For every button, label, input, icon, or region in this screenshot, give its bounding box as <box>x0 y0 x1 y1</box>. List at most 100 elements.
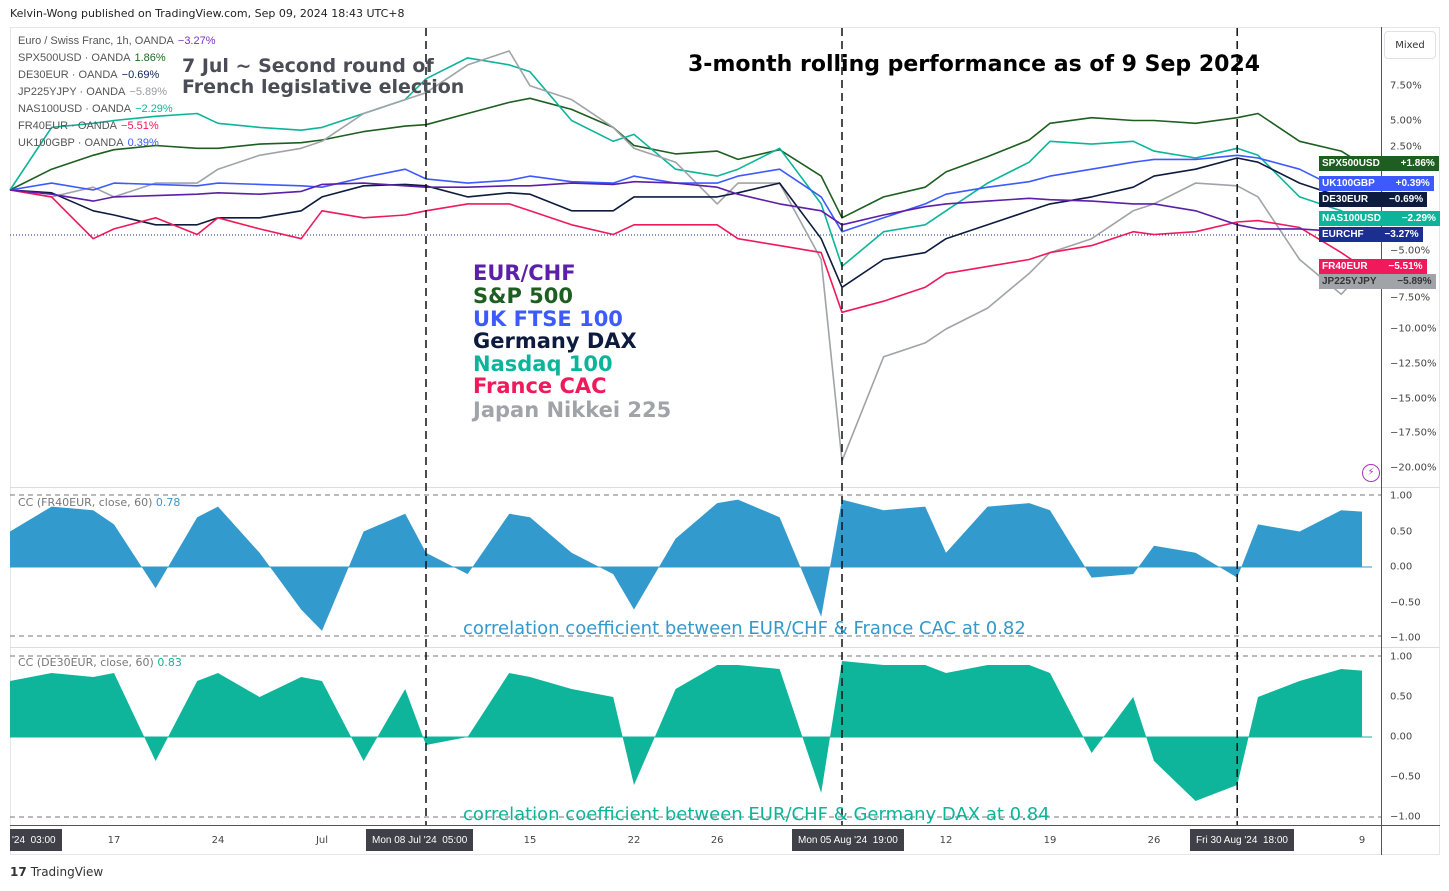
price-axis-tick: −20.00% <box>1390 462 1437 474</box>
cc1-axis-tick: 0.00 <box>1390 561 1413 573</box>
tag-name: JP225YJPY <box>1322 276 1377 287</box>
tag-value: −3.27% <box>1384 229 1419 240</box>
legend-value: 0.39% <box>127 137 159 149</box>
tag-name: EURCHF <box>1322 229 1364 240</box>
cc2-axis-tick: 1.00 <box>1390 651 1413 663</box>
series-line-jp225yjpy <box>9 50 1363 462</box>
cc-de30eur-area <box>10 661 1362 801</box>
series-line-nas100usd <box>9 57 1363 268</box>
price-axis-line <box>1381 27 1382 855</box>
price-axis-tick: −12.50% <box>1390 358 1437 370</box>
price-axis-tick: −5.00% <box>1390 245 1431 256</box>
cc2-axis-tick: 0.00 <box>1390 731 1413 743</box>
cc2-axis-tick: −0.50 <box>1390 771 1421 783</box>
time-axis-tick: 19 <box>1043 835 1057 846</box>
price-axis-tick: −15.00% <box>1390 393 1437 404</box>
time-highlight-aug30: Fri 30 Aug '24 18:00 <box>1190 829 1294 851</box>
key-eurchf: EUR/CHF <box>473 261 576 285</box>
tag-name: UK100GBP <box>1322 178 1375 189</box>
chart-title: 3-month rolling performance as of 9 Sep … <box>688 52 1261 77</box>
election-annotation: 7 Jul ~ Second round of French legislati… <box>182 56 464 98</box>
legend-item-uk100gbp[interactable]: UK100GBP · OANDA 0.39% <box>18 137 159 149</box>
cc-fr-legend[interactable]: CC (FR40EUR, close, 60) 0.78 <box>18 496 180 509</box>
series-line-spx500usd <box>9 97 1363 219</box>
scale-mode-button[interactable]: Mixed <box>1384 31 1436 59</box>
legend-label: FR40EUR · OANDA <box>18 120 118 132</box>
publish-info: Kelvin-Wong published on TradingView.com… <box>10 7 405 20</box>
price-axis-tick: −7.50% <box>1390 292 1431 304</box>
cc-de-annotation: correlation coefficient between EUR/CHF … <box>463 804 1050 825</box>
legend-item-jp225yjpy[interactable]: JP225YJPY · OANDA −5.89% <box>18 86 167 98</box>
legend-label: UK100GBP · OANDA <box>18 137 124 149</box>
legend-label: SPX500USD · OANDA <box>18 52 131 64</box>
legend-item-fr40eur[interactable]: FR40EUR · OANDA −5.51% <box>18 120 159 132</box>
tag-value: −5.89% <box>1397 276 1432 287</box>
tag-name: NAS100USD <box>1322 213 1381 224</box>
cc1-axis-tick: −0.50 <box>1390 597 1421 608</box>
key-nasdaq100: Nasdaq 100 <box>473 352 613 376</box>
time-axis-tick: 22 <box>627 835 641 846</box>
legend-value: 1.86% <box>134 52 166 64</box>
legend-item-spx500usd[interactable]: SPX500USD · OANDA 1.86% <box>18 52 166 64</box>
cc-fr-annotation: correlation coefficient between EUR/CHF … <box>463 618 1026 639</box>
tag-value: −5.51% <box>1388 261 1423 272</box>
cc-de-legend[interactable]: CC (DE30EUR, close, 60) 0.83 <box>18 656 182 669</box>
cc-fr40eur-area <box>10 499 1362 631</box>
cc1-axis-tick: 0.50 <box>1390 526 1413 537</box>
legend-item-eurchf[interactable]: Euro / Swiss Franc, 1h, OANDA −3.27% <box>18 35 216 47</box>
annotation-line: 7 Jul ~ Second round of <box>182 55 434 77</box>
cc-label: CC (DE30EUR, close, 60) <box>18 656 154 669</box>
tag-name: DE30EUR <box>1322 194 1369 205</box>
price-axis-tick: −10.00% <box>1390 323 1437 335</box>
price-tag-uk100gbp: UK100GBP +0.39% <box>1319 176 1434 191</box>
chart-frame <box>10 27 1440 855</box>
price-tag-jp225yjpy: JP225YJPY −5.89% <box>1319 274 1436 289</box>
tradingview-logo[interactable]: 17 TradingView <box>10 865 103 879</box>
price-axis-tick: 5.00% <box>1390 115 1422 126</box>
price-axis-tick: −17.50% <box>1390 427 1437 439</box>
time-axis-tick: 17 <box>107 835 121 846</box>
tag-value: +0.39% <box>1395 178 1430 189</box>
legend-label: JP225YJPY · OANDA <box>18 86 126 98</box>
key-dax: Germany DAX <box>473 329 637 353</box>
time-axis-tick: 24 <box>211 835 225 846</box>
legend-value: −5.51% <box>121 120 159 132</box>
key-nikkei: Japan Nikkei 225 <box>473 398 672 422</box>
cc1-axis-tick: 1.00 <box>1390 490 1413 502</box>
pane-separator[interactable] <box>10 487 1440 488</box>
price-tag-de30eur: DE30EUR −0.69% <box>1319 192 1428 207</box>
legend-label: NAS100USD · OANDA <box>18 103 132 115</box>
time-axis-tick: 12 <box>939 835 953 846</box>
cc-label: CC (FR40EUR, close, 60) <box>18 496 153 509</box>
time-highlight-start: '24 03:00 <box>10 829 62 851</box>
cc2-axis-tick: 0.50 <box>1390 691 1413 703</box>
series-line-de30eur <box>9 157 1363 289</box>
cc-value: 0.83 <box>157 656 182 669</box>
tag-name: FR40EUR <box>1322 261 1368 272</box>
price-tag-eurchf: EURCHF −3.27% <box>1319 227 1423 242</box>
price-tag-spx500usd: SPX500USD +1.86% <box>1319 156 1439 171</box>
legend-item-nas100usd[interactable]: NAS100USD · OANDA −2.29% <box>18 103 173 115</box>
legend-value: −5.89% <box>129 86 168 98</box>
cc-value: 0.78 <box>155 496 181 509</box>
lightning-icon[interactable]: ⚡ <box>1362 464 1380 482</box>
legend-value: −0.69% <box>121 69 160 81</box>
legend-value: −2.29% <box>135 103 173 115</box>
legend-item-de30eur[interactable]: DE30EUR · OANDA −0.69% <box>18 69 159 81</box>
price-axis-tick: 7.50% <box>1390 80 1422 92</box>
tag-value: −0.69% <box>1388 194 1424 205</box>
time-axis-tick: 15 <box>523 835 537 846</box>
tag-name: SPX500USD <box>1322 158 1380 169</box>
tv-logo-icon: 17 <box>10 865 27 879</box>
key-sp500: S&P 500 <box>473 284 573 308</box>
time-axis-tick: 9 <box>1358 835 1366 846</box>
series-line-eurchf <box>9 180 1363 237</box>
footer-brand: TradingView <box>30 865 104 879</box>
time-axis-line <box>10 825 1440 826</box>
time-highlight-jul08: Mon 08 Jul '24 05:00 <box>366 829 474 851</box>
annotation-line: French legislative election <box>182 76 465 98</box>
time-axis-tick: 26 <box>710 835 724 846</box>
legend-label: Euro / Swiss Franc, 1h, OANDA <box>18 35 174 47</box>
pane-separator[interactable] <box>10 647 1440 648</box>
